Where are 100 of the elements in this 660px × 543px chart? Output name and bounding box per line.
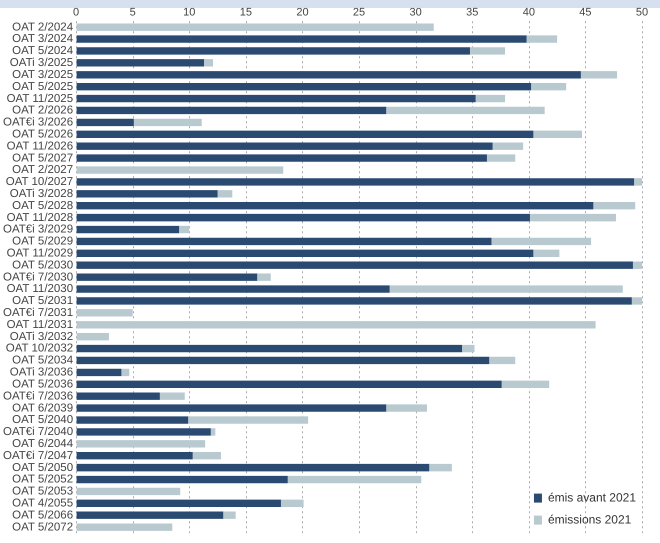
bar: [491, 238, 592, 246]
bar: [76, 285, 390, 293]
bar: [76, 488, 180, 496]
y-tick-label: OATi 3/2032: [10, 330, 74, 343]
bar: [533, 130, 582, 138]
bar: [188, 416, 308, 424]
y-tick-label: OAT 5/2024: [12, 45, 74, 58]
bar: [192, 452, 221, 460]
y-tick-label: OAT€i 7/2047: [2, 450, 74, 462]
y-tick-label: OAT 5/2040: [12, 414, 74, 426]
y-tick-label: OAT 10/2032: [6, 342, 74, 355]
bar: [76, 380, 502, 388]
bar: [288, 476, 422, 484]
bar: [462, 344, 474, 352]
y-tick-label: OAT 6/2044: [12, 438, 74, 450]
bar: [386, 404, 427, 412]
y-tick-label: OAT€i 7/2030: [2, 271, 74, 284]
bar: [76, 464, 430, 472]
bar: [76, 428, 211, 436]
x-tick-label: 10: [183, 6, 196, 19]
y-tick-label: OAT 11/2026: [6, 140, 74, 152]
legend-label: émissions 2021: [548, 512, 632, 526]
y-tick-label: OAT 5/2053: [12, 486, 74, 498]
bar: [76, 321, 596, 328]
y-tick-label: OATi 3/2025: [10, 57, 74, 70]
x-tick-label: 15: [240, 6, 252, 19]
bar: [632, 297, 642, 305]
bar: [76, 523, 172, 531]
y-tick-label: OAT 10/2027: [6, 176, 74, 188]
bar: [76, 47, 470, 55]
y-tick-label: OAT 11/2029: [6, 248, 74, 260]
bar: [179, 226, 190, 234]
y-tick-label: OAT 3/2025: [12, 68, 74, 81]
bar: [531, 82, 566, 90]
bar: [76, 392, 160, 400]
bar: [386, 106, 545, 114]
bar: [76, 94, 476, 102]
bar: [634, 178, 642, 186]
x-tick-label: 35: [466, 6, 478, 19]
y-tick-label: OAT 5/2036: [12, 378, 74, 390]
bar: [76, 476, 288, 484]
y-tick-label: OAT 5/2025: [12, 80, 74, 93]
y-tick-label: OAT 11/2025: [6, 92, 74, 105]
x-tick-label: 50: [636, 6, 648, 19]
bar: [390, 285, 623, 293]
bar: [160, 392, 185, 400]
bar: [210, 428, 216, 436]
y-tick-label: OAT 6/2039: [12, 402, 74, 414]
y-tick-label: OAT 5/2052: [12, 474, 74, 486]
bar: [533, 250, 560, 258]
bar: [502, 380, 550, 388]
bar: [134, 118, 202, 126]
x-tick-label: 30: [410, 6, 422, 19]
bar: [489, 356, 516, 364]
y-tick-label: OAT 3/2024: [12, 33, 74, 46]
bar: [76, 368, 122, 376]
bar: [76, 71, 581, 78]
y-tick-label: OAT 5/2066: [12, 509, 74, 522]
x-tick-label: 45: [579, 6, 592, 19]
bar: [476, 94, 506, 102]
bar: [223, 512, 236, 519]
y-tick-label: OAT 4/2055: [12, 498, 74, 510]
bar: [76, 512, 224, 519]
bar: [580, 71, 618, 78]
bar: [632, 262, 642, 269]
bar: [486, 154, 516, 162]
y-tick-label: OAT 5/2031: [12, 295, 74, 308]
bar: [470, 47, 506, 55]
y-tick-label: OAT 5/2027: [12, 152, 74, 164]
y-tick-label: OAT€i 3/2026: [2, 116, 74, 129]
bar: [76, 190, 218, 198]
bar: [280, 500, 304, 508]
bar: [492, 142, 524, 150]
bar: [204, 59, 214, 67]
y-tick-label: OAT 11/2031: [6, 318, 74, 331]
y-tick-label: OAT 2/2024: [12, 21, 74, 34]
x-tick-label: 0: [73, 6, 80, 19]
bar: [76, 297, 632, 305]
bar: [76, 82, 532, 90]
bar: [76, 226, 180, 234]
bar: [429, 464, 452, 472]
y-tick-label: OAT 5/2026: [12, 128, 74, 140]
y-tick-label: OAT 5/2034: [12, 354, 74, 367]
y-tick-label: OAT 5/2030: [12, 259, 74, 272]
bar: [76, 23, 434, 31]
bar: [76, 106, 386, 114]
x-tick-label: 40: [522, 6, 535, 19]
bar: [76, 273, 258, 281]
bar: [76, 35, 527, 43]
x-tick-label: 5: [130, 6, 136, 19]
bar: [526, 35, 558, 43]
bar: [76, 262, 633, 269]
bar: [76, 202, 594, 210]
bar: [76, 178, 634, 186]
bar: [76, 130, 534, 138]
bar: [121, 368, 130, 376]
y-tick-label: OAT€i 7/2036: [2, 390, 74, 402]
bar: [76, 214, 530, 222]
bar: [76, 154, 487, 162]
y-tick-label: OAT 11/2028: [6, 212, 74, 224]
